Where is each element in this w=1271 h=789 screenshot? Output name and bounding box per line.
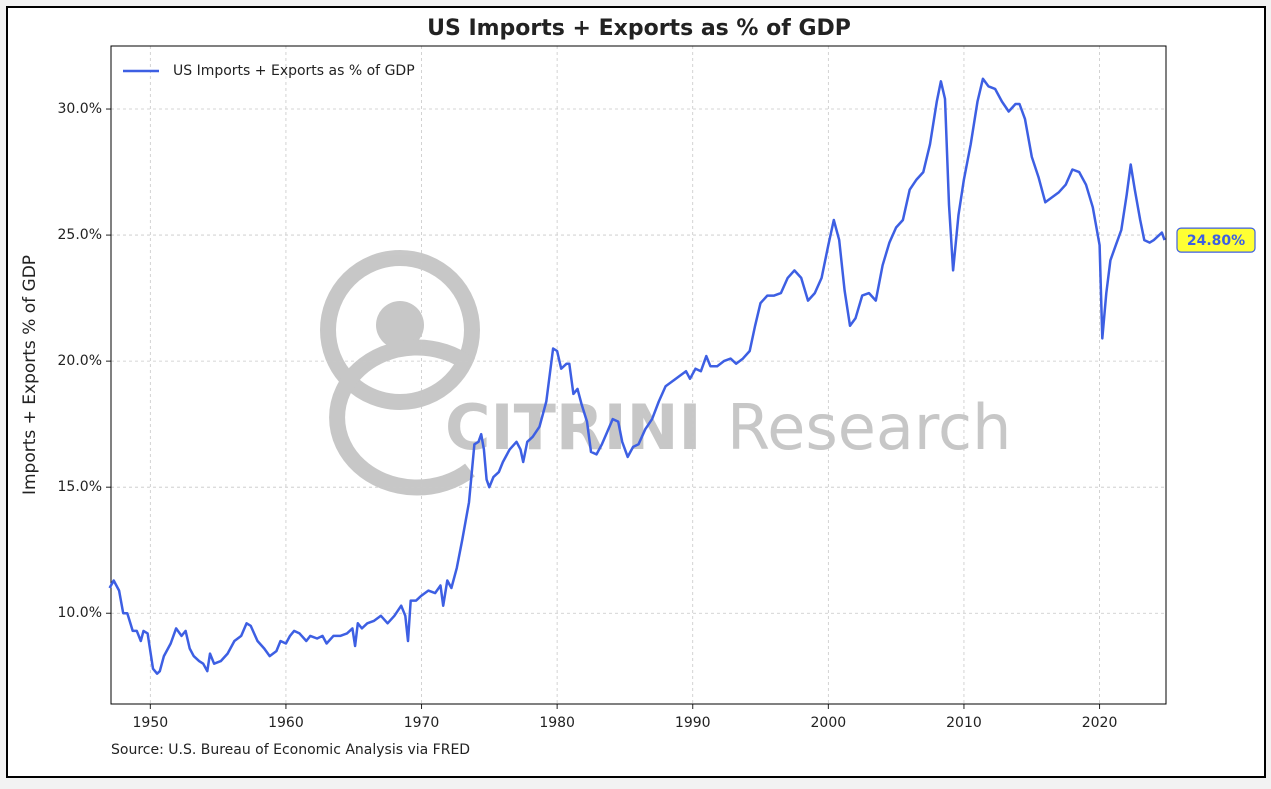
x-tick-label: 1960 <box>268 715 304 731</box>
y-tick-label: 20.0% <box>58 353 102 369</box>
end-label-box <box>1176 227 1256 253</box>
x-tick-label: 1950 <box>133 715 169 731</box>
x-tick-label: 2010 <box>946 715 982 731</box>
plot-area <box>110 45 1167 705</box>
frame <box>6 6 1266 778</box>
x-tick-label: 1990 <box>675 715 711 731</box>
chart-title: US Imports + Exports as % of GDP <box>427 16 851 41</box>
source-note: Source: U.S. Bureau of Economic Analysis… <box>111 742 470 758</box>
y-tick-label: 10.0% <box>58 605 102 621</box>
x-tick-label: 2000 <box>811 715 847 731</box>
x-tick-label: 2020 <box>1082 715 1118 731</box>
x-tick-label: 1980 <box>539 715 575 731</box>
y-tick-label: 25.0% <box>58 227 102 243</box>
end-label: 24.80% <box>1187 233 1245 249</box>
watermark-word: Research <box>727 391 1011 464</box>
y-tick-label: 15.0% <box>58 479 102 495</box>
series-line <box>108 77 1166 675</box>
x-tick-label: 1970 <box>404 715 440 731</box>
legend-label: US Imports + Exports as % of GDP <box>173 63 415 79</box>
y-axis-label: Imports + Exports % of GDP <box>20 255 40 495</box>
y-tick-label: 30.0% <box>58 101 102 117</box>
